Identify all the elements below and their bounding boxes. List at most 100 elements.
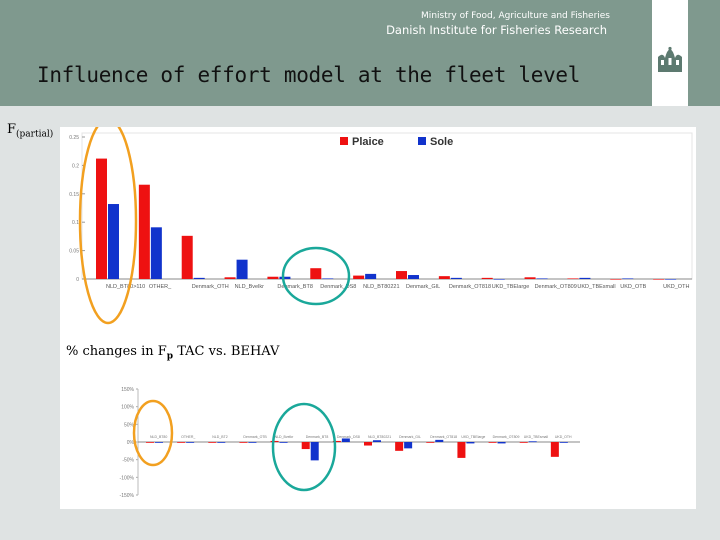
bottom-category-label: Denmark_BT8 [306, 435, 329, 439]
bottom-bar-plaice [395, 442, 404, 451]
top-category-label: Denmark_BT8 [277, 284, 312, 290]
top-bar-sole [193, 277, 205, 279]
top-bar-sole [579, 277, 591, 279]
top-bar-plaice [96, 158, 107, 279]
header-bar: Ministry of Food, Agriculture and Fisher… [0, 0, 720, 106]
bottom-bar-sole [217, 442, 226, 443]
top-category-label: NLD_Bvelkr [235, 284, 265, 290]
bottom-bar-sole [279, 442, 288, 443]
top-bar-plaice [138, 184, 150, 279]
bottom-bar-plaice [270, 440, 279, 442]
orange-highlight-ring-top [78, 127, 138, 325]
top-bar-sole [236, 259, 248, 279]
top-bar-plaice [224, 277, 236, 279]
top-bar-sole [108, 204, 119, 279]
ministry-name: Ministry of Food, Agriculture and Fisher… [421, 11, 610, 21]
top-bar-sole [365, 273, 377, 279]
bottom-category-label: NLD_BT2 [212, 435, 227, 439]
top-category-label: UKD_TBEsmall [577, 284, 615, 290]
top-bar-plaice [481, 277, 493, 279]
legend-swatch-sole [418, 137, 426, 145]
page-title: Influence of effort model at the fleet l… [37, 63, 581, 87]
bottom-bar-sole [466, 442, 475, 444]
pct-label-post: TAC vs. BEHAV [173, 344, 280, 359]
chart-panel: 0.25 0.2 0.15 0.1 0.05 0 NLD_BT80>110 OTHER_ Den… [60, 127, 696, 509]
bottom-y-tick-label: 150% [121, 387, 134, 393]
bottom-bar-sole [248, 442, 257, 443]
bottom-category-label: Denmark_GIL [399, 435, 421, 439]
legend-label-plaice: Plaice [352, 136, 384, 148]
bottom-bar-plaice [550, 442, 559, 457]
f-partial-label: F(partial) [7, 122, 53, 140]
top-category-label: Denmark_GIL [406, 284, 440, 290]
top-y-tick-label: 0 [76, 277, 79, 283]
bottom-bar-sole [341, 438, 350, 442]
bottom-bar-plaice [457, 442, 466, 458]
chart-legend: Plaice Sole [340, 136, 453, 148]
danish-crown-logo-icon [658, 46, 682, 72]
top-bar-sole [150, 227, 162, 279]
bottom-bar-sole [373, 440, 381, 442]
top-bar-sole [665, 279, 677, 280]
top-bar-plaice [567, 278, 579, 280]
bottom-category-label: NLD_Bvelkr [275, 435, 295, 439]
logo-box [652, 0, 688, 106]
bottom-y-tick-label: -100% [120, 475, 135, 481]
bottom-y-tick-label: 100% [121, 405, 134, 411]
orange-highlight-ring-bottom [132, 399, 174, 467]
top-bar-sole [536, 278, 548, 280]
teal-highlight-ring-top [281, 246, 351, 306]
top-plot-frame [81, 132, 693, 280]
top-category-label: UKD_OTH [663, 284, 689, 290]
top-y-tick-label: 0.05 [69, 249, 79, 255]
pct-change-chart: 150% 100% 50% 0% -50% -100% -150% NLD_BT80 OTHER… [120, 387, 580, 499]
bottom-category-label: Denmark_OT809 [493, 435, 520, 439]
bottom-y-tick-label: -150% [120, 493, 135, 499]
top-bar-plaice [438, 276, 450, 279]
bottom-bar-plaice [239, 442, 248, 443]
top-bar-sole [279, 276, 291, 279]
top-bar-sole [322, 278, 334, 280]
top-bar-sole [622, 278, 634, 280]
bottom-bar-sole [186, 442, 195, 443]
top-bar-sole [450, 277, 462, 279]
bottom-bar-sole [404, 442, 413, 449]
bottom-category-label: UKD_TBElarge [461, 435, 485, 439]
bottom-bar-plaice [364, 442, 372, 446]
bottom-bar-sole [559, 442, 568, 443]
top-category-label: NLD_BT80221 [363, 284, 399, 290]
top-category-label: UKD_TBElarge [492, 284, 530, 290]
bottom-category-label: OTHER_ [181, 435, 195, 439]
bottom-bar-sole [310, 442, 319, 461]
bottom-bar-sole [155, 442, 163, 443]
charts-svg: 0.25 0.2 0.15 0.1 0.05 0 NLD_BT80>110 OTHER_ Den… [69, 127, 693, 499]
bottom-bar-plaice [426, 442, 435, 443]
bottom-y-tick-label: -50% [122, 458, 134, 464]
top-category-label: Denmark_OT818 [449, 284, 491, 290]
pct-label-sub: p [166, 351, 174, 362]
top-y-tick-label: 0.15 [69, 192, 79, 198]
top-bar-plaice [181, 235, 193, 279]
bottom-bar-plaice [332, 440, 341, 442]
f-partial-chart: 0.25 0.2 0.15 0.1 0.05 0 NLD_BT80>110 OTHER_ Den… [69, 132, 693, 290]
teal-highlight-ring-bottom [271, 402, 337, 492]
top-y-tick-label: 0.25 [69, 135, 79, 141]
top-category-label: Denmark_OTH [192, 284, 229, 290]
top-category-label: Denmark_DS8 [320, 284, 356, 290]
top-bar-plaice [310, 268, 322, 279]
bottom-bar-plaice [208, 442, 217, 443]
bottom-bar-plaice [488, 442, 497, 443]
f-label-main: F [7, 122, 17, 137]
top-category-label: OTHER_ [149, 284, 172, 290]
top-category-label: UKD_OTB [620, 284, 646, 290]
top-bar-plaice [267, 276, 279, 279]
top-bar-sole [493, 279, 505, 280]
bottom-category-label: NLD_BT80221 [368, 435, 391, 439]
bottom-bar-sole [435, 439, 444, 442]
bottom-bar-plaice [146, 442, 154, 443]
top-category-label: NLD_BT80>110 [106, 284, 145, 290]
top-bar-sole [408, 275, 419, 279]
top-bar-plaice [353, 275, 365, 279]
bottom-category-label: Denmark_OT818 [430, 435, 457, 439]
legend-label-sole: Sole [430, 136, 453, 148]
